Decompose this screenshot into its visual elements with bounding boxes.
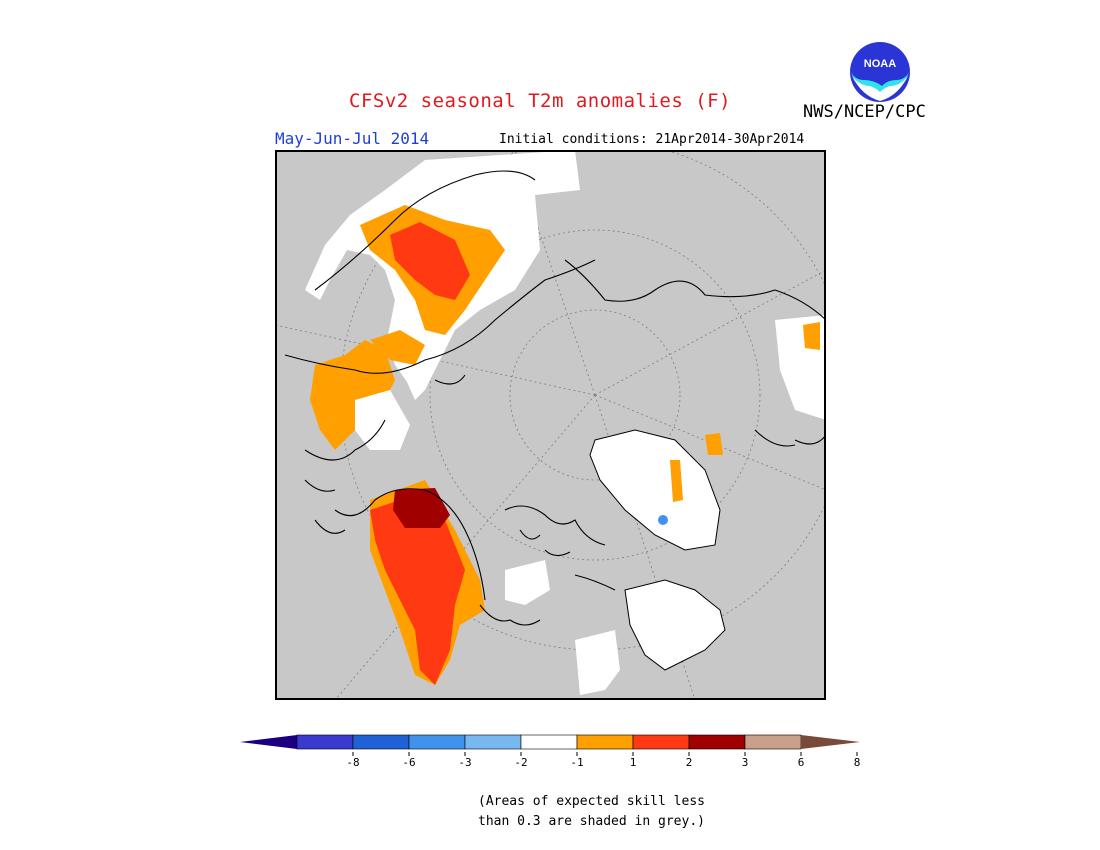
legend-tick-label: 6 (798, 756, 805, 769)
legend-color-box (464, 734, 522, 750)
legend-ticks: -8 -6 -3 -2 -1 1 2 3 6 8 (346, 752, 860, 769)
initial-conditions: Initial conditions: 21Apr2014-30Apr2014 (499, 132, 805, 147)
east-asia-warm-patch-2 (803, 322, 820, 350)
greenland-warm-patch (670, 460, 683, 502)
legend-tick-label: 2 (686, 756, 693, 769)
legend-tick-label: -6 (402, 756, 415, 769)
legend-color-box (576, 734, 634, 750)
legend-color-box (296, 734, 354, 750)
legend-color-box (632, 734, 690, 750)
legend-color-box (744, 734, 802, 750)
polar-anomaly-map (275, 150, 826, 700)
northamerica-hot-region (370, 495, 465, 685)
legend-color-box (520, 734, 578, 750)
siberia-hot-core (390, 222, 470, 300)
skill-note-line1: (Areas of expected skill less (478, 794, 705, 809)
legend-colorbar (240, 734, 860, 750)
legend-color-box (408, 734, 466, 750)
organization-label: NWS/NCEP/CPC (803, 102, 926, 122)
legend-color-box (688, 734, 746, 750)
legend-color-box (352, 734, 410, 750)
legend-arrow-low (240, 735, 297, 749)
greenland-cold-spot (658, 515, 668, 525)
europe-white-patch (355, 390, 410, 450)
alaska-very-hot-region (393, 488, 450, 528)
east-asia-warm-patch (705, 433, 723, 455)
legend-tick-label: -2 (514, 756, 527, 769)
legend-tick-label: -8 (346, 756, 359, 769)
legend-arrow-high (801, 735, 860, 749)
noaa-logo-icon: NOAA (850, 42, 910, 102)
legend-tick-label: 8 (854, 756, 860, 769)
legend-tick-label: -3 (458, 756, 471, 769)
skill-note-line2: than 0.3 are shaded in grey.) (478, 814, 705, 829)
skill-note: (Areas of expected skill less than 0.3 a… (478, 792, 705, 832)
europe-south-white (575, 630, 620, 695)
europe-warm-region-2 (370, 330, 425, 365)
scandinavia-skill-region (624, 579, 726, 671)
canada-skill-region (505, 560, 550, 605)
europe-warm-region (310, 340, 395, 450)
legend-tick-label: -1 (570, 756, 583, 769)
legend-tick-label: 1 (630, 756, 637, 769)
forecast-period: May-Jun-Jul 2014 (275, 129, 430, 148)
legend-tick-label: 3 (742, 756, 749, 769)
noaa-logo-text: NOAA (864, 58, 896, 70)
chart-title: CFSv2 seasonal T2m anomalies (F) (349, 90, 732, 112)
greenland (589, 429, 721, 551)
map-frame (275, 150, 826, 700)
coastlines (284, 170, 826, 626)
